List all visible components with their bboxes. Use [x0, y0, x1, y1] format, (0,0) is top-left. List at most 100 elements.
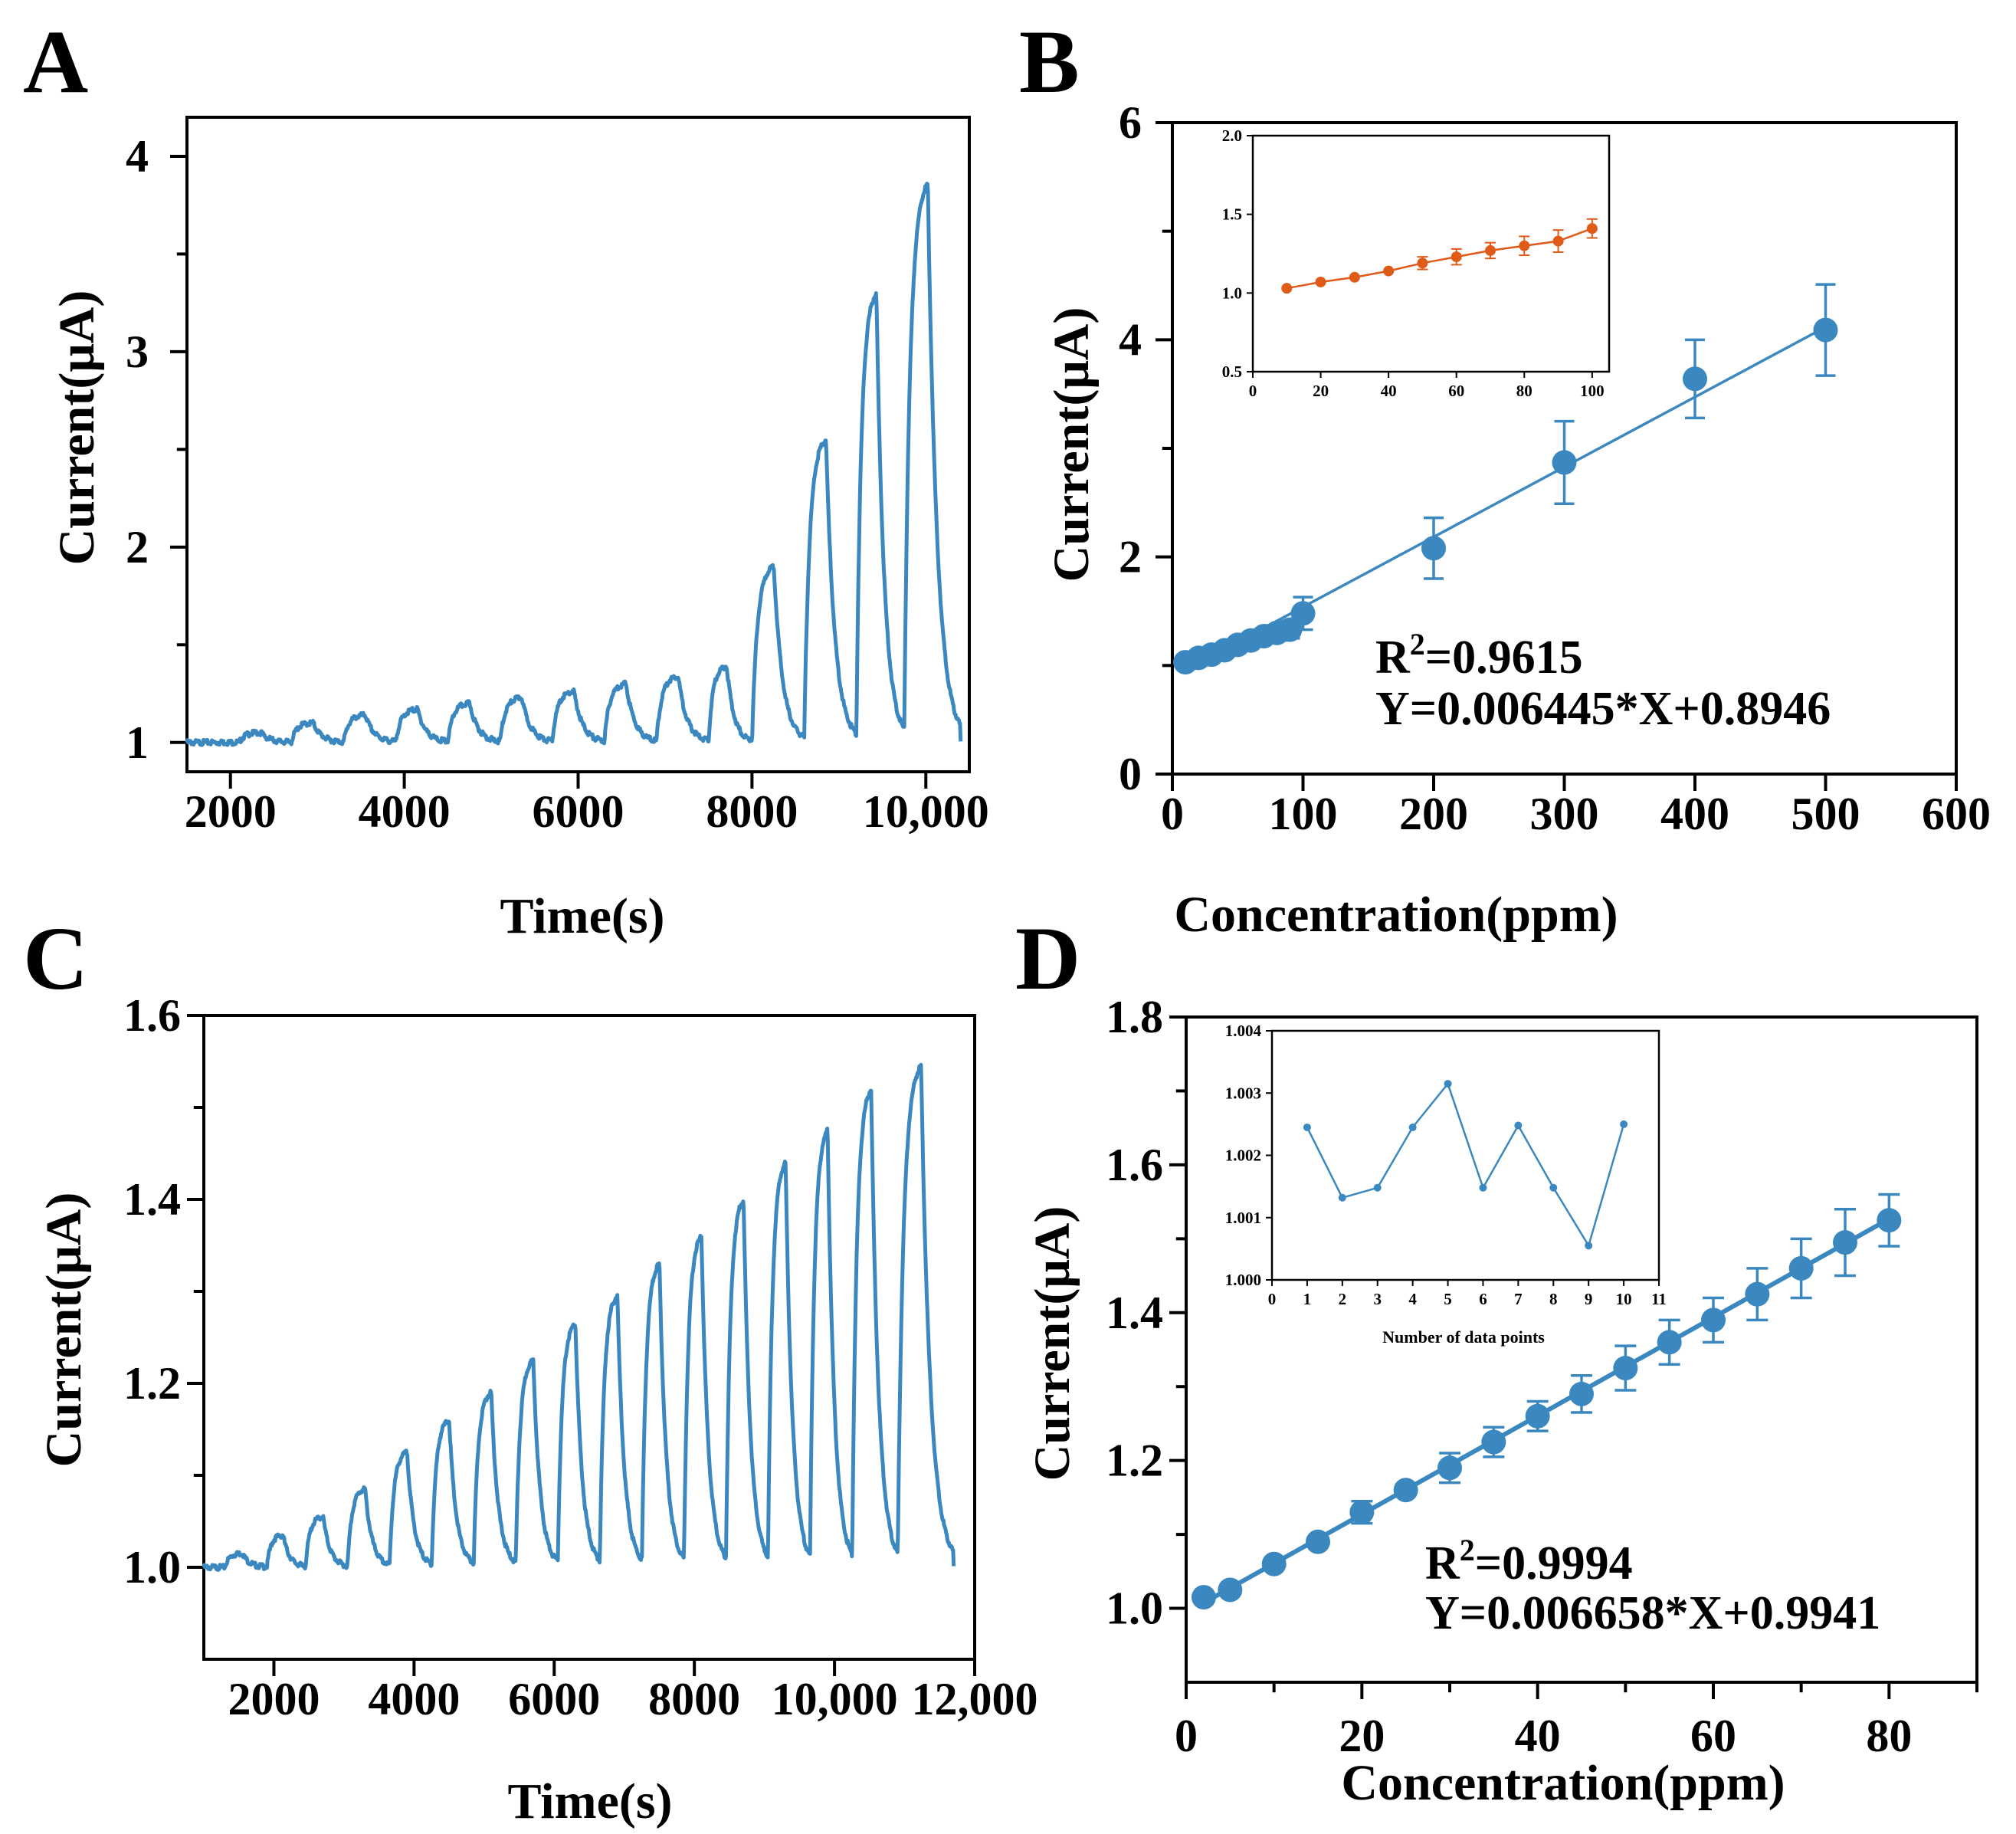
panel-d-data-point [1788, 1255, 1814, 1281]
panel-b-r2-value: =0.9615 [1425, 632, 1583, 684]
panel-d-inset-x-tick-label: 0 [1268, 1290, 1277, 1308]
panel-b-x-tick-label: 300 [1530, 789, 1599, 839]
panel-b-inset-y-tick-label: 0.5 [1222, 363, 1242, 381]
panel-d-equation: Y=0.006658*X+0.9941 [1425, 1587, 1880, 1639]
panel-b-inset-y-tick-label: 2.0 [1222, 126, 1242, 145]
panel-b-inset-x-tick-label: 100 [1580, 382, 1605, 400]
panel-d-inset-y-tick-label: 1.002 [1225, 1147, 1261, 1165]
panel-a-letter: A [23, 11, 88, 112]
panel-c-y-axis-label: Current(μA) [36, 1193, 92, 1468]
panel-c-x-tick-label: 2000 [228, 1674, 320, 1724]
panel-b-inset-data-point [1417, 258, 1428, 269]
panel-d-data-point [1613, 1356, 1638, 1381]
panel-b-data-point [1421, 536, 1446, 561]
panel-d-y-tick-label: 1.4 [1106, 1288, 1163, 1338]
panel-c-x-axis-label: Time(s) [507, 1773, 672, 1829]
panel-d-inset-y-tick-label: 1.001 [1225, 1209, 1261, 1227]
panel-d-inset-data-point [1479, 1183, 1487, 1192]
panel-b-inset-series-line [1287, 227, 1593, 290]
panel-c-y-tick-label: 1.6 [123, 990, 181, 1041]
panel-b-data-point [1813, 317, 1838, 343]
panel-d-y-tick-label: 1.6 [1106, 1140, 1163, 1190]
panel-d-x-tick-label: 80 [1866, 1711, 1912, 1761]
panel-d-x-tick-label: 40 [1515, 1711, 1561, 1761]
panel-d-data-point [1701, 1307, 1726, 1333]
panel-a-x-axis-label: Time(s) [500, 888, 664, 944]
panel-d-inset-data-point [1444, 1080, 1452, 1088]
panel-d-data-point [1745, 1281, 1770, 1307]
panel-c-x-tick-label: 12,000 [912, 1674, 1038, 1724]
panel-b-y-tick-label: 6 [1119, 97, 1142, 148]
panel-a-y-tick-label: 4 [126, 131, 149, 182]
panel-d-x-tick-label: 0 [1175, 1711, 1198, 1761]
panel-b-x-tick-label: 400 [1660, 789, 1729, 839]
panel-d-data-point [1657, 1330, 1682, 1355]
panel-d-letter: D [1015, 908, 1080, 1009]
panel-c: C 2000 4000 6000 8000 10,000 12,000 1.0 1.2 1.4 1… [23, 908, 1038, 1829]
panel-a-plot: 2000 4000 6000 8000 10,000 1 2 3 4 [126, 116, 989, 837]
panel-b-inset-data-point [1349, 271, 1360, 283]
panel-d-inset-x-axis-label: Number of data points [1382, 1327, 1545, 1347]
panel-d-inset: Number of data points 0 1 2 3 4 5 6 7 8 9 10 11 1.00… [1225, 1022, 1667, 1347]
panel-c-x-tick-label: 4000 [368, 1674, 460, 1724]
panel-b-inset-data-point [1315, 276, 1326, 287]
panel-c-y-tick-label: 1.2 [123, 1358, 181, 1409]
panel-d-x-tick-label: 60 [1690, 1711, 1736, 1761]
panel-d-data-point [1306, 1529, 1330, 1554]
panel-b-y-tick-label: 4 [1119, 314, 1142, 365]
panel-d-data-point [1349, 1500, 1375, 1525]
panel-d-data-point [1437, 1455, 1462, 1481]
panel-b-x-tick-label: 500 [1791, 789, 1860, 839]
panel-b-data-point [1277, 617, 1303, 642]
panel-b-inset-data-point [1552, 235, 1564, 247]
panel-d-inset-x-tick-label: 3 [1373, 1290, 1382, 1308]
panel-d-inset-series-line [1306, 1081, 1625, 1248]
panel-a-x-tick-label: 6000 [533, 786, 624, 837]
panel-d-inset-frame [1270, 1029, 1660, 1281]
panel-d-inset-x-tick-label: 7 [1514, 1290, 1523, 1308]
panel-b-inset-y-tick-label: 1.0 [1222, 284, 1242, 302]
panel-a: A 2000 4000 6000 8000 10,000 1 2 3 4 Time(s) Cur… [23, 11, 989, 944]
panel-b-inset: 0 20 40 60 80 100 0.5 1.0 1.5 2.0 [1222, 126, 1611, 400]
panel-d-data-point [1261, 1551, 1287, 1576]
panel-b-r2-sup: 2 [1410, 627, 1425, 661]
panel-d-annotation: R2=0.9994 Y=0.006658*X+0.9941 [1425, 1533, 1880, 1639]
panel-a-y-tick-label: 2 [126, 522, 149, 573]
panel-b-y-tick-label: 2 [1119, 532, 1142, 582]
panel-b-inset-data-point [1586, 223, 1598, 235]
panel-d-plot-frame [1185, 1015, 1978, 1684]
panel-d-r2-sup: 2 [1460, 1533, 1475, 1567]
panel-b-inset-data-point [1519, 240, 1530, 251]
panel-b-inset-x-tick-label: 0 [1249, 382, 1257, 400]
panel-d-data-point [1191, 1585, 1216, 1610]
panel-b-equation: Y=0.006445*X+0.8946 [1375, 683, 1831, 735]
panel-c-x-tick-label: 6000 [508, 1674, 600, 1724]
panel-d-inset-x-tick-label: 1 [1303, 1290, 1312, 1308]
panel-d-inset-data-point [1620, 1120, 1628, 1128]
panel-d-inset-data-point [1585, 1242, 1593, 1250]
panel-d-inset-x-tick-label: 2 [1339, 1290, 1347, 1308]
panel-d-data-point [1833, 1230, 1857, 1255]
panel-d-data-point [1569, 1381, 1594, 1406]
panel-d-data-point [1877, 1208, 1902, 1233]
panel-d-inset-data-point [1514, 1121, 1523, 1130]
panel-d-x-axis-label: Concentration(ppm) [1341, 1755, 1785, 1811]
panel-d-r2-prefix: R [1425, 1537, 1460, 1590]
panel-c-plot: 2000 4000 6000 8000 10,000 12,000 1.0 1.2 1.4 1.6 [123, 990, 1038, 1724]
panel-c-plot-frame [202, 1014, 976, 1661]
panel-d-inset-y-tick-label: 1.003 [1225, 1084, 1261, 1102]
panel-b-inset-x-tick-label: 40 [1381, 382, 1397, 400]
panel-d-r2: R2=0.9994 [1425, 1533, 1633, 1590]
panel-b-inset-data-point [1485, 244, 1496, 256]
panel-d-data-point [1481, 1429, 1506, 1455]
panel-d-inset-x-tick-label: 11 [1651, 1290, 1667, 1308]
panel-d-inset-y-tick-label: 1.004 [1225, 1022, 1262, 1040]
panel-d-y-axis-label: Current(μA) [1024, 1206, 1080, 1481]
panel-a-y-tick-label: 1 [126, 717, 149, 768]
panel-d-inset-data-point [1373, 1183, 1382, 1192]
panel-a-y-axis-label: Current(μA) [49, 290, 105, 566]
panel-d-plot: 0 20 40 60 801.01.21.41.61.8 [1106, 992, 1978, 1761]
panel-b-inset-x-tick-label: 60 [1448, 382, 1464, 400]
